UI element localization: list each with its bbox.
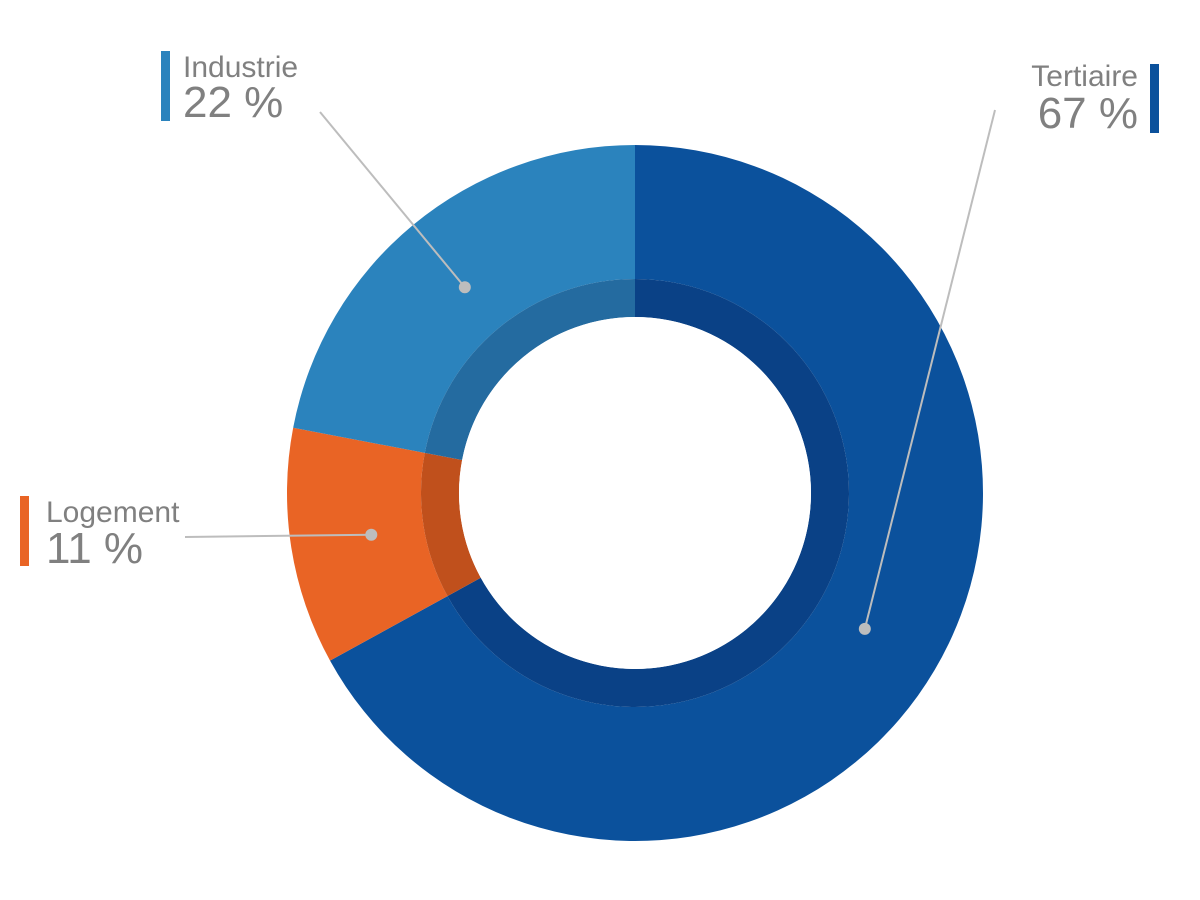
slice-tertiaire: [330, 145, 983, 841]
slices-layer: [286, 145, 983, 841]
legend-logement: Logement 11 %: [20, 496, 180, 573]
leader-dot-industrie: [458, 281, 471, 294]
legend-bar-logement: [20, 496, 29, 566]
legend-tertiaire: Tertiaire 67 %: [1031, 60, 1159, 138]
legend-bar-industrie: [161, 51, 170, 121]
legend-bar-tertiaire: [1150, 64, 1159, 133]
slice-inner-logement: [420, 452, 481, 597]
leader-dot-logement: [365, 528, 378, 541]
legend-industrie: Industrie 22 %: [161, 51, 298, 127]
leader-dot-tertiaire: [858, 622, 871, 635]
leader-line-industrie: [319, 111, 466, 288]
slice-inner-industrie: [424, 279, 635, 461]
leader-lines-layer: [184, 109, 996, 635]
leader-line-tertiaire: [863, 109, 996, 630]
donut-hole: [459, 317, 811, 669]
legend-label-tertiaire: Tertiaire: [1031, 60, 1138, 93]
legend-value-tertiaire: 67 %: [1038, 89, 1138, 138]
inner-ring-layer: [420, 279, 849, 707]
legend-value-logement: 11 %: [46, 524, 143, 573]
legend-value-industrie: 22 %: [183, 78, 283, 127]
slice-industrie: [293, 145, 635, 453]
leader-line-logement: [184, 533, 372, 538]
slice-logement: [286, 427, 448, 661]
legend-label-logement: Logement: [46, 496, 180, 529]
legend-label-industrie: Industrie: [183, 51, 298, 84]
